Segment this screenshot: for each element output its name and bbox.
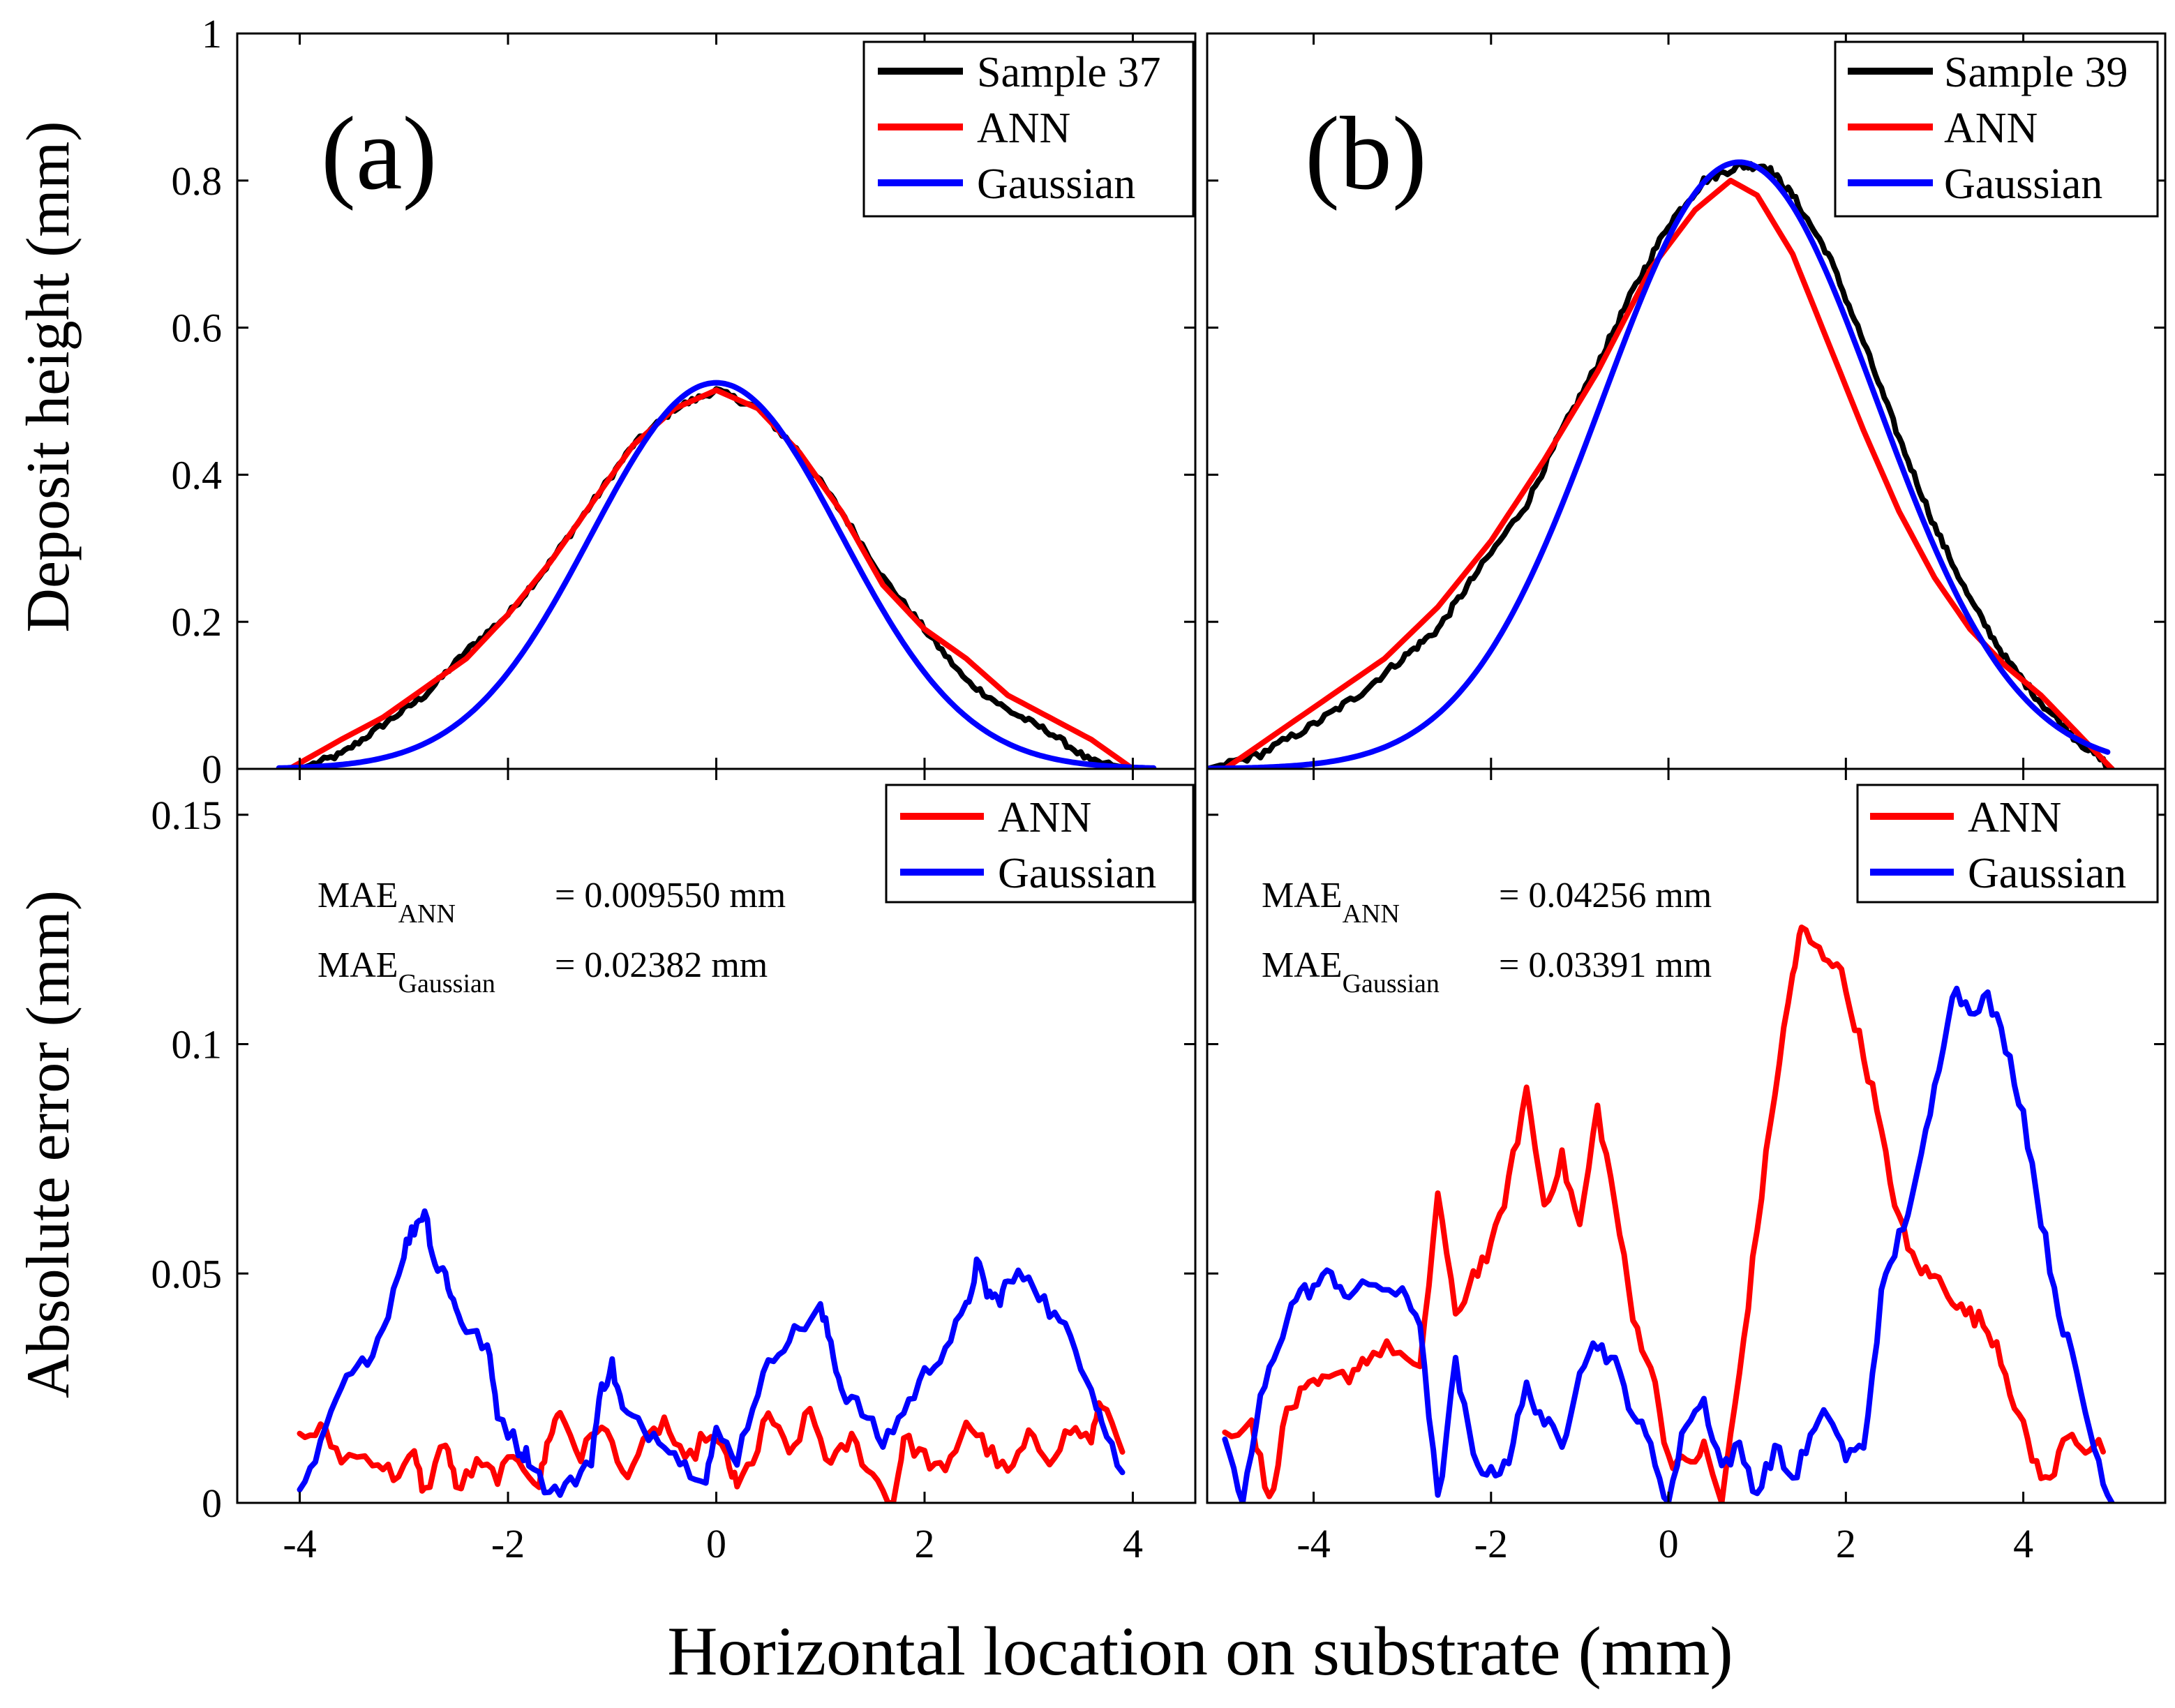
xlabel: Horizontal location on substrate (mm) — [667, 1612, 1733, 1690]
series-group — [276, 380, 1157, 769]
panel-b-bottom: -4 -2 0 2 4 — [1206, 767, 2167, 1566]
y-tick-label: 0.15 — [151, 793, 223, 838]
gaussian-line — [1207, 159, 2111, 769]
series-group — [1222, 924, 2115, 1503]
y-tick-label: 0 — [202, 747, 222, 792]
legend-box — [1856, 784, 2159, 904]
mae-gauss-b: MAEGaussian — [1262, 945, 1440, 998]
mae-ann-b-value: = 0.04256 mm — [1499, 876, 1712, 915]
x-tick-label: 0 — [1659, 1521, 1679, 1566]
mae-ann-b: MAEANN — [1262, 876, 1400, 929]
mae-ann-a: MAEANN — [317, 876, 456, 929]
panel-a-top: 0 0.2 0.4 0.6 0.8 1 — [172, 11, 1197, 792]
mae-gauss-a-main: MAE — [317, 945, 398, 985]
legend-label-gaussian: Gaussian — [1968, 850, 2126, 897]
legend-a-bottom: ANN Gaussian — [885, 784, 1195, 904]
x-tick-label: 2 — [914, 1521, 934, 1566]
x-tick-label: 2 — [1836, 1521, 1856, 1566]
mae-gauss-b-main: MAE — [1262, 945, 1343, 985]
legend-label-ann: ANN — [1968, 794, 2061, 841]
mae-ann-b-sub: ANN — [1343, 899, 1400, 929]
ylabel-top: Deposit height (mm) — [15, 121, 82, 632]
panel-a-bottom: -4 -2 0 2 4 0 0.05 0.1 0.15 — [151, 767, 1197, 1566]
gaussian-line — [276, 380, 1157, 769]
x-tick-label: -2 — [491, 1521, 525, 1566]
mae-annotations-b: MAEANN = 0.04256 mm MAEGaussian = 0.0339… — [1262, 876, 1712, 998]
legend-label-sample: Sample 37 — [977, 49, 1160, 96]
legend-b-bottom: ANN Gaussian — [1856, 784, 2159, 904]
mae-gauss-b-sub: Gaussian — [1343, 969, 1440, 998]
panel-label-b: (b) — [1305, 96, 1427, 211]
panel-label-a: (a) — [321, 96, 437, 211]
mae-gauss-a-sub: Gaussian — [398, 969, 495, 998]
mae-ann-a-sub: ANN — [398, 899, 456, 929]
ylabel-bottom: Absolute error (mm) — [15, 890, 82, 1398]
legend-b-top: Sample 39 ANN Gaussian — [1834, 40, 2159, 218]
y-tick-label: 0.2 — [172, 599, 223, 645]
y-tick-label: 0 — [202, 1481, 222, 1526]
mae-ann-a-main: MAE — [317, 876, 398, 915]
gaussian-line — [1222, 985, 2115, 1503]
mae-gauss-a-value: = 0.02382 mm — [555, 945, 768, 985]
y-tick-label: 0.05 — [151, 1251, 223, 1296]
legend-label-gaussian: Gaussian — [977, 160, 1135, 208]
y-tick-label: 0.6 — [172, 306, 223, 351]
mae-ann-a-value: = 0.009550 mm — [555, 876, 786, 915]
y-tick-label: 0.8 — [172, 158, 223, 204]
x-tick-label: -4 — [1296, 1521, 1330, 1566]
x-tick-label: 0 — [706, 1521, 726, 1566]
panel-b-top — [1206, 32, 2167, 770]
y-tick-label: 0.1 — [172, 1022, 223, 1068]
gaussian-line — [297, 1208, 1126, 1498]
legend-box — [885, 784, 1195, 904]
legend-label-gaussian: Gaussian — [998, 850, 1156, 897]
y-tick-label: 0.4 — [172, 452, 223, 497]
axes-frame — [1206, 767, 2167, 1504]
legend-a-top: Sample 37 ANN Gaussian — [862, 40, 1195, 218]
mae-ann-b-main: MAE — [1262, 876, 1343, 915]
ann-line — [286, 387, 1136, 769]
legend-label-gaussian: Gaussian — [1944, 160, 2102, 208]
legend-label-sample: Sample 39 — [1944, 49, 2128, 96]
mae-gauss-b-value: = 0.03391 mm — [1499, 945, 1712, 985]
x-tick-label: 4 — [2013, 1521, 2033, 1566]
x-tick-label: -2 — [1474, 1521, 1508, 1566]
mae-gauss-a: MAEGaussian — [317, 945, 495, 998]
x-tick-label: -4 — [283, 1521, 316, 1566]
series-group — [1207, 159, 2115, 769]
legend-label-ann: ANN — [1944, 105, 2038, 152]
x-tick-label: 4 — [1123, 1521, 1143, 1566]
y-tick-label: 1 — [202, 11, 222, 57]
legend-label-ann: ANN — [998, 794, 1091, 841]
series-group — [297, 1208, 1126, 1503]
mae-annotations-a: MAEANN = 0.009550 mm MAEGaussian = 0.023… — [317, 876, 786, 998]
ann-line — [1222, 924, 2106, 1503]
legend-label-ann: ANN — [977, 105, 1070, 152]
